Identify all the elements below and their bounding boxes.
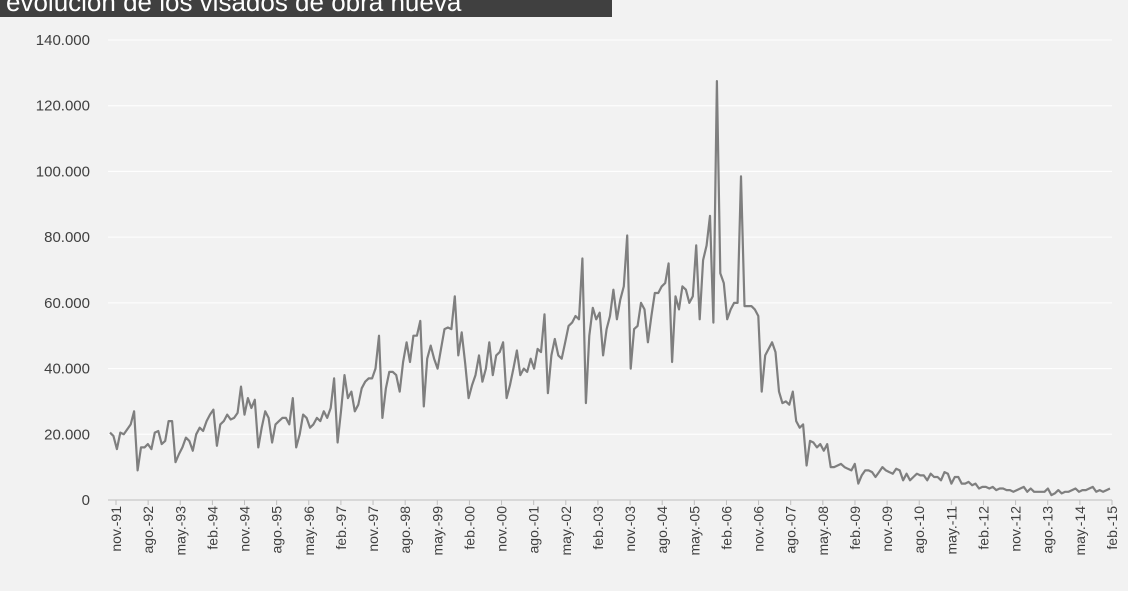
- x-axis: [108, 499, 1113, 505]
- series-layer: [109, 79, 1111, 497]
- x-tick-label: feb.-09: [847, 506, 863, 550]
- x-tick-label: may.-99: [429, 506, 445, 556]
- y-axis-tick-labels: 0 20.000 40.000 60.000 80.000 100.000 120.000 1…: [36, 32, 90, 509]
- x-tick-label: may.-96: [301, 506, 317, 556]
- y-tick-label: 100.000: [36, 163, 90, 180]
- x-tick-label: feb.-94: [204, 506, 220, 550]
- x-tick-label: may.-08: [815, 506, 831, 556]
- x-tick-label: feb.-97: [333, 506, 349, 550]
- y-tick-label: 120.000: [36, 98, 90, 115]
- x-tick-label: nov.-97: [365, 506, 381, 552]
- x-tick-label: nov.-03: [622, 506, 638, 552]
- x-tick-label: ago.-13: [1040, 506, 1056, 554]
- title-bar: evolución de los visados de obra nueva: [0, 0, 612, 17]
- x-tick-label: feb.-03: [590, 506, 606, 550]
- x-tick-label: feb.-00: [461, 506, 477, 550]
- x-tick-label: nov.-06: [751, 506, 767, 552]
- x-tick-label: may.-93: [172, 506, 188, 556]
- x-tick-label: may.-02: [558, 506, 574, 556]
- x-axis-tick-labels: nov.-91 ago.-92 may.-93 feb.-94 nov.-94 ago.-…: [108, 506, 1120, 556]
- y-tick-label: 140.000: [36, 32, 90, 49]
- x-tick-label: ago.-07: [783, 506, 799, 554]
- x-tick-label: nov.-94: [237, 506, 253, 552]
- y-tick-label: 20.000: [44, 426, 90, 443]
- x-tick-label: feb.-15: [1104, 506, 1120, 550]
- series-line: [109, 79, 1111, 497]
- x-tick-label: ago.-95: [269, 506, 285, 554]
- x-tick-label: feb.-06: [718, 506, 734, 550]
- x-tick-label: nov.-91: [108, 506, 124, 552]
- x-tick-label: ago.-01: [526, 506, 542, 554]
- y-tick-label: 0: [82, 492, 90, 509]
- x-tick-label: nov.-00: [494, 506, 510, 552]
- x-tick-label: may.-05: [686, 506, 702, 556]
- chart-title: evolución de los visados de obra nueva: [6, 0, 462, 17]
- x-tick-label: ago.-04: [654, 506, 670, 554]
- y-tick-label: 40.000: [44, 361, 90, 378]
- grid-lines: [108, 39, 1112, 435]
- x-tick-label: nov.-09: [879, 506, 895, 552]
- x-tick-label: ago.-98: [397, 506, 413, 554]
- x-tick-label: nov.-12: [1008, 506, 1024, 552]
- y-tick-label: 60.000: [44, 295, 90, 312]
- x-tick-label: feb.-12: [975, 506, 991, 550]
- y-tick-label: 80.000: [44, 229, 90, 246]
- x-tick-label: ago.-10: [911, 506, 927, 554]
- x-tick-label: may.-14: [1072, 506, 1088, 556]
- x-tick-label: ago.-92: [140, 506, 156, 554]
- x-tick-label: may.-11: [943, 506, 959, 555]
